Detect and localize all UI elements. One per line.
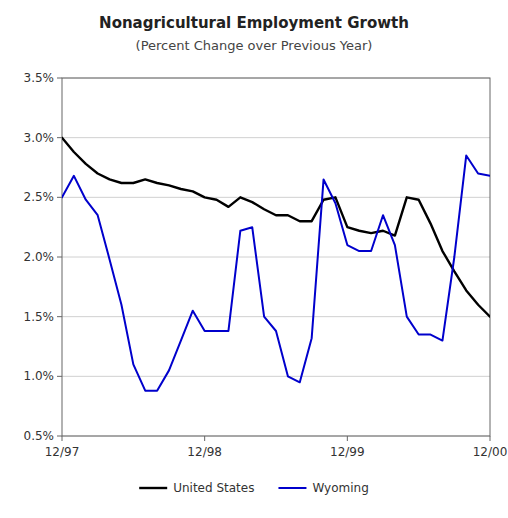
plot-frame [62, 78, 490, 436]
y-tick [57, 257, 62, 258]
axes: 0.5% 1.0% 1.5% 2.0% 2.5% 3.0% 3.5% 12/97 12/98 12… [24, 71, 508, 459]
subtitle: (Percent Change over Previous Year) [136, 38, 373, 53]
y-tick-label: 2.5% [24, 190, 55, 204]
grid-line [62, 257, 490, 258]
series-group [62, 138, 490, 391]
y-tick [57, 436, 62, 437]
y-tick [57, 376, 62, 377]
legend-item: Wyoming [278, 481, 368, 495]
grid-line [62, 197, 490, 198]
legend-swatch [139, 487, 167, 489]
grid-line [62, 137, 490, 138]
y-tick-label: 3.5% [24, 71, 55, 85]
x-tick-label: 12/97 [45, 445, 80, 459]
legend: United States Wyoming [139, 481, 369, 495]
x-tick [347, 436, 348, 441]
y-tick [57, 137, 62, 138]
legend-label: United States [173, 481, 254, 495]
legend-label: Wyoming [312, 481, 368, 495]
y-tick [57, 78, 62, 79]
series-line [62, 138, 490, 317]
legend-item: United States [139, 481, 254, 495]
y-tick-label: 3.0% [24, 131, 55, 145]
legend-swatch [278, 487, 306, 489]
x-tick [204, 436, 205, 441]
x-tick-label: 12/00 [473, 445, 508, 459]
title: Nonagricultural Employment Growth [99, 14, 409, 32]
x-tick-label: 12/98 [187, 445, 222, 459]
grid-line [62, 316, 490, 317]
chart: Nonagricultural Employment Growth (Percen… [0, 0, 508, 518]
grid-line [62, 376, 490, 377]
x-tick-label: 12/99 [330, 445, 365, 459]
y-tick-label: 2.0% [24, 250, 55, 264]
y-tick-label: 0.5% [24, 429, 55, 443]
y-tick-label: 1.5% [24, 310, 55, 324]
x-tick [62, 436, 63, 441]
y-tick [57, 197, 62, 198]
y-tick [57, 316, 62, 317]
x-tick [490, 436, 491, 441]
series-line [62, 156, 490, 391]
y-tick-label: 1.0% [24, 369, 55, 383]
